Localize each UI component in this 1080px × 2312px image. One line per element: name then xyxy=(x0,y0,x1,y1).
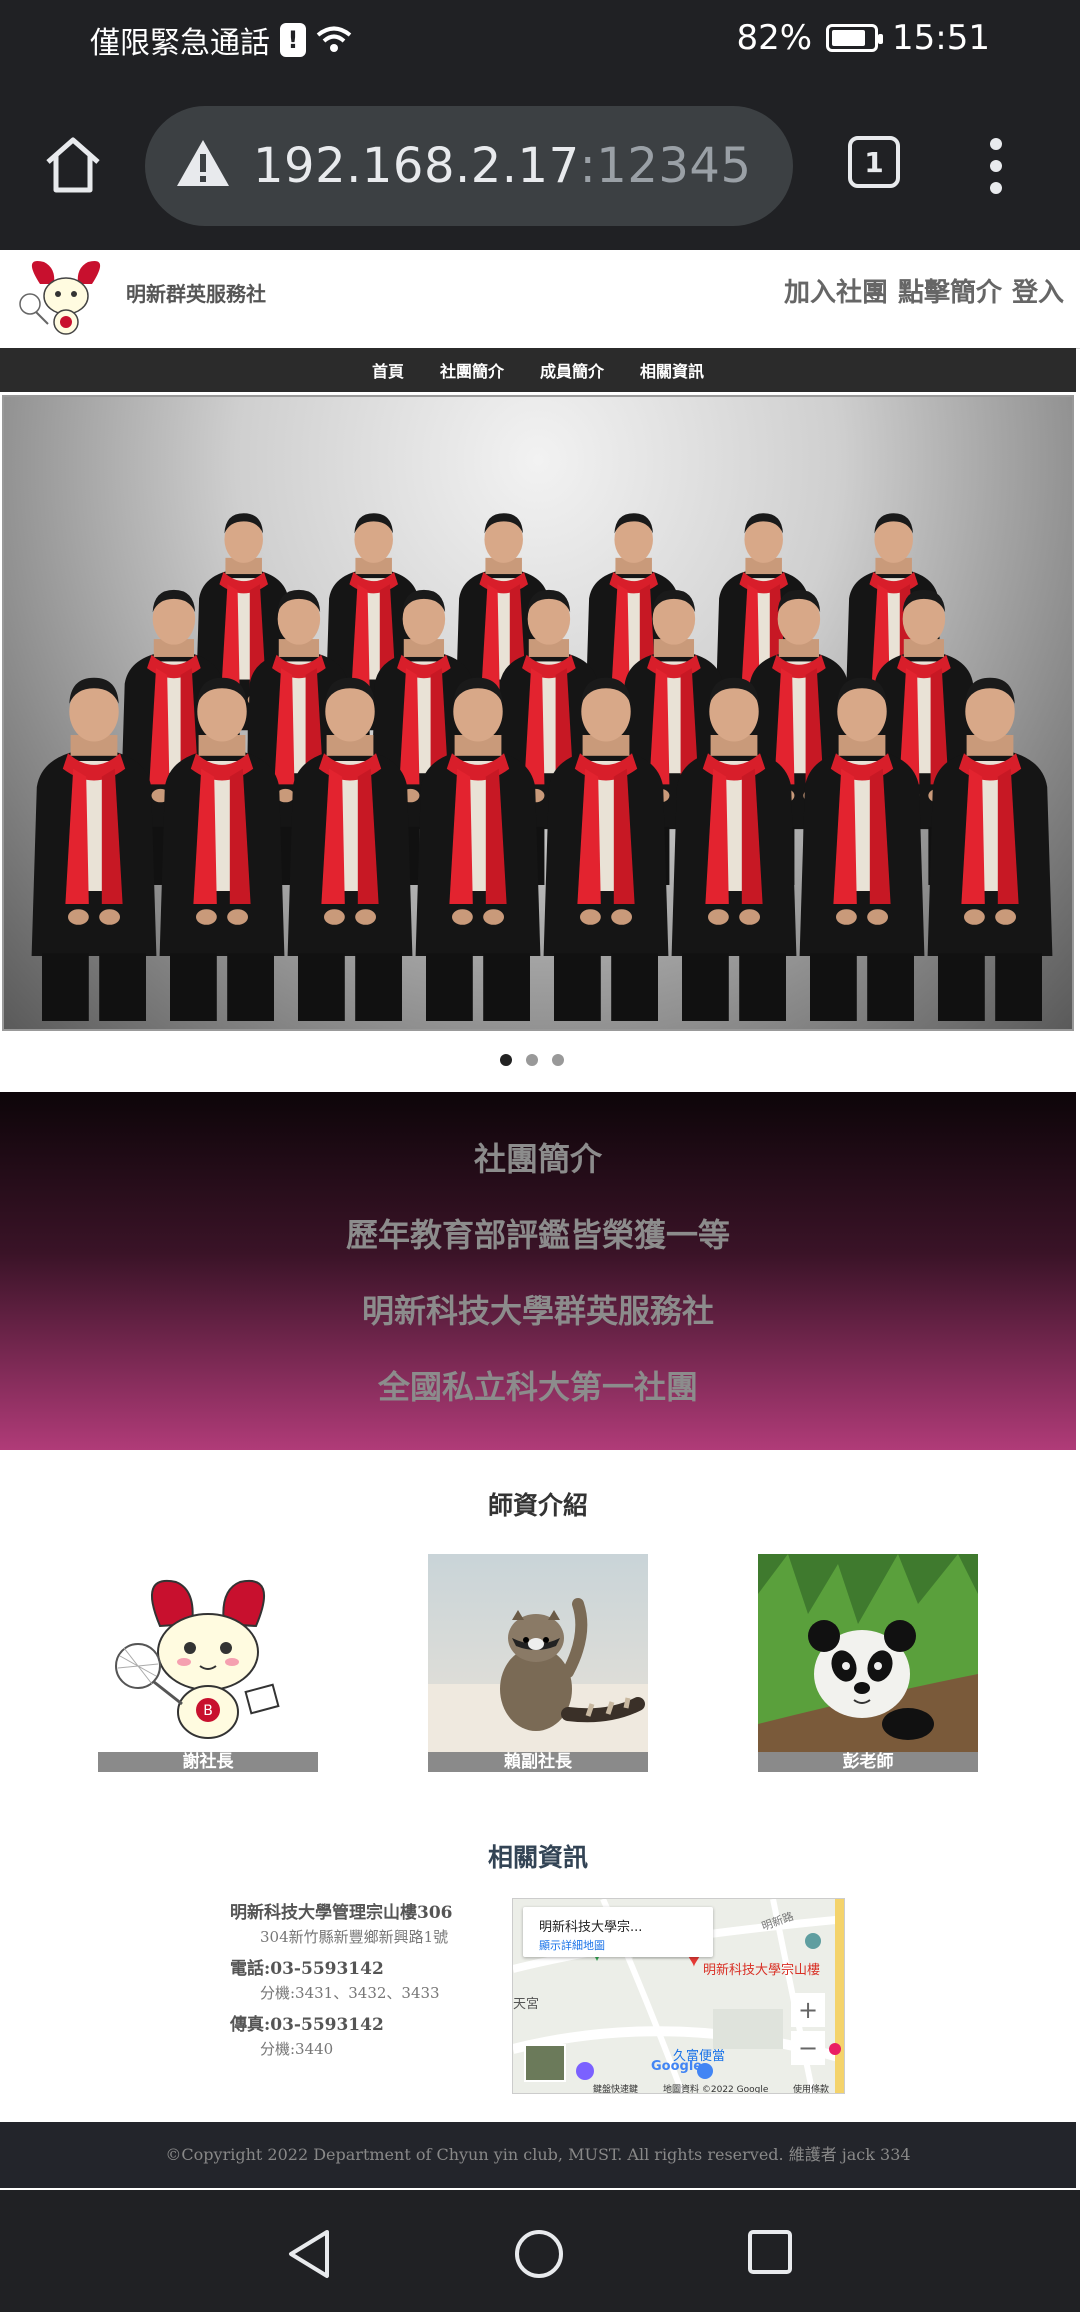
intro-line-1: 歷年教育部評鑑皆榮獲一等 xyxy=(345,1216,730,1254)
zoom-out-button[interactable]: − xyxy=(791,2031,825,2065)
battery-percent: 82% xyxy=(736,18,813,58)
intro-heading: 社團簡介 xyxy=(473,1140,602,1178)
panda-picture xyxy=(758,1554,978,1754)
fax-text: 傳真:03-5593142 xyxy=(230,2015,384,2035)
map-info-card[interactable]: 明新科技大學宗... 顯示詳細地圖 xyxy=(523,1907,713,1957)
map-pin-label[interactable]: 明新科技大學宗山樓 xyxy=(703,1963,821,1978)
mascot-logo-icon[interactable] xyxy=(18,254,114,340)
carousel-indicators xyxy=(500,1054,564,1066)
mascot-picture: B xyxy=(98,1554,318,1754)
tabs-icon[interactable]: 1 xyxy=(848,136,900,188)
site-name[interactable]: 明新群英服務社 xyxy=(126,282,266,306)
carousel-dot[interactable] xyxy=(552,1054,564,1066)
google-logo: Google xyxy=(651,2059,703,2074)
more-vert-icon[interactable] xyxy=(985,138,1007,194)
phone-text: 電話:03-5593142 xyxy=(230,1959,384,1979)
nav-info[interactable]: 相關資訊 xyxy=(640,362,705,381)
google-map[interactable]: 明新科技大學宗... 顯示詳細地圖 明新科技大學宗山樓 天宮 久富便當 明新路 … xyxy=(512,1898,845,2094)
browser-toolbar: 192.168.2.17:12345 1 xyxy=(0,82,1080,250)
join-club-link[interactable]: 加入社團 xyxy=(783,278,888,308)
address-text: 304新竹縣新豐鄉新興路1號 xyxy=(260,1928,449,1946)
battery-icon xyxy=(826,24,884,52)
teachers-title: 師資介紹 xyxy=(487,1491,588,1520)
teacher-name: 賴副社長 xyxy=(428,1752,648,1772)
system-nav-bar xyxy=(0,2190,1080,2312)
hero-carousel-image[interactable] xyxy=(2,395,1074,1031)
nav-club-intro[interactable]: 社團簡介 xyxy=(439,362,504,381)
club-intro-section: 社團簡介 歷年教育部評鑑皆榮獲一等 明新科技大學群英服務社 全國私立科大第一社團 xyxy=(0,1092,1076,1450)
carrier-text: 僅限緊急通話 xyxy=(90,26,270,61)
fax-ext-text: 分機:3440 xyxy=(260,2040,334,2058)
clock: 15:51 xyxy=(892,18,990,58)
home-icon[interactable] xyxy=(40,132,106,198)
warning-icon[interactable] xyxy=(175,136,231,192)
carousel-dot[interactable] xyxy=(500,1054,512,1066)
teacher-name: 謝社長 xyxy=(98,1752,318,1772)
zoom-in-button[interactable]: + xyxy=(791,1993,825,2027)
person-figure xyxy=(159,677,285,1021)
url-host: 192.168.2.17 xyxy=(253,138,580,194)
person-figure xyxy=(543,677,669,1021)
teacher-card[interactable]: B 謝社長 xyxy=(98,1554,318,1772)
status-bar: 僅限緊急通話 ! 82% 15:51 xyxy=(0,0,1080,82)
sim-alert-icon: ! xyxy=(280,23,306,57)
raccoon-picture xyxy=(428,1554,648,1754)
map-attribution: 地圖資料 ©2022 Google xyxy=(663,2085,769,2094)
person-figure xyxy=(31,677,157,1021)
person-figure xyxy=(799,677,925,1021)
person-figure xyxy=(927,677,1053,1021)
back-icon[interactable] xyxy=(285,2228,333,2280)
status-right: 82% 15:51 xyxy=(736,18,990,58)
main-nav: 首頁 社團簡介 成員簡介 相關資訊 xyxy=(0,348,1076,392)
site-header: 明新群英服務社 加入社團 點擊簡介 登入 xyxy=(0,250,1080,349)
login-link[interactable]: 登入 xyxy=(1011,278,1064,308)
wifi-icon xyxy=(316,26,352,52)
url-port: :12345 xyxy=(579,138,752,194)
teacher-name: 彭老師 xyxy=(758,1752,978,1772)
carousel-dot[interactable] xyxy=(526,1054,538,1066)
status-left: 僅限緊急通話 ! xyxy=(90,18,352,62)
nav-home[interactable]: 首頁 xyxy=(371,362,404,381)
person-figure xyxy=(671,677,797,1021)
related-title: 相關資訊 xyxy=(487,1843,588,1872)
svg-text:B: B xyxy=(203,1703,213,1719)
intro-link[interactable]: 點擊簡介 xyxy=(897,278,1002,308)
home-circle-icon[interactable] xyxy=(513,2228,565,2280)
map-card-link[interactable]: 顯示詳細地圖 xyxy=(539,1939,605,1952)
footer: ©Copyright 2022 Department of Chyun yin … xyxy=(0,2122,1076,2188)
url-text[interactable]: 192.168.2.17:12345 xyxy=(253,138,752,194)
url-bar[interactable]: 192.168.2.17:12345 xyxy=(145,106,793,226)
map-terms[interactable]: 使用條款 xyxy=(793,2085,830,2094)
phone-ext-text: 分機:3431、3432、3433 xyxy=(260,1984,440,2002)
map-shortcuts[interactable]: 鍵盤快速鍵 xyxy=(593,2085,639,2094)
contact-info: 明新科技大學管理宗山樓306 304新竹縣新豐鄉新興路1號 電話:03-5593… xyxy=(230,1898,490,2066)
map-card-title: 明新科技大學宗... xyxy=(539,1920,643,1935)
intro-line-3: 全國私立科大第一社團 xyxy=(377,1368,698,1406)
address-title: 明新科技大學管理宗山樓306 xyxy=(230,1903,453,1923)
nav-members[interactable]: 成員簡介 xyxy=(540,362,605,381)
header-links: 加入社團 點擊簡介 登入 xyxy=(784,272,1064,309)
teacher-card[interactable]: 賴副社長 xyxy=(428,1554,648,1772)
intro-line-2: 明新科技大學群英服務社 xyxy=(361,1292,714,1330)
teacher-card[interactable]: 彭老師 xyxy=(758,1554,978,1772)
person-figure xyxy=(287,677,413,1021)
map-place-2: 久富便當 xyxy=(673,2049,726,2064)
map-place-1: 天宮 xyxy=(513,1997,540,2012)
tab-count: 1 xyxy=(864,145,884,179)
person-figure xyxy=(415,677,541,1021)
recents-icon[interactable] xyxy=(746,2228,794,2276)
